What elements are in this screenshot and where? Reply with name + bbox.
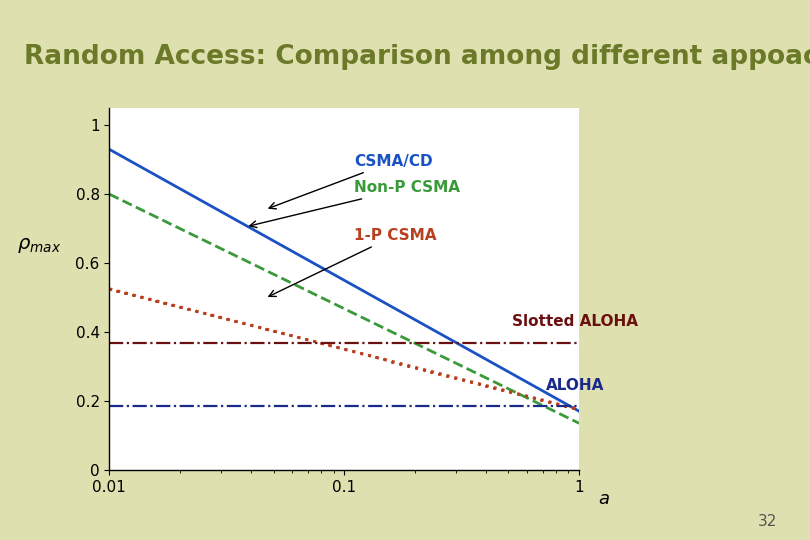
Text: $\rho_{max}$: $\rho_{max}$ [17, 236, 61, 255]
Text: CSMA/CD: CSMA/CD [269, 154, 433, 209]
Text: Non-P CSMA: Non-P CSMA [249, 180, 460, 227]
Text: ALOHA: ALOHA [546, 377, 604, 393]
Text: Random Access: Comparison among different appoaches: Random Access: Comparison among differen… [24, 44, 810, 70]
Text: 32: 32 [758, 514, 778, 529]
Text: a: a [598, 490, 609, 508]
Text: Slotted ALOHA: Slotted ALOHA [513, 314, 638, 329]
Text: 1-P CSMA: 1-P CSMA [269, 228, 437, 296]
